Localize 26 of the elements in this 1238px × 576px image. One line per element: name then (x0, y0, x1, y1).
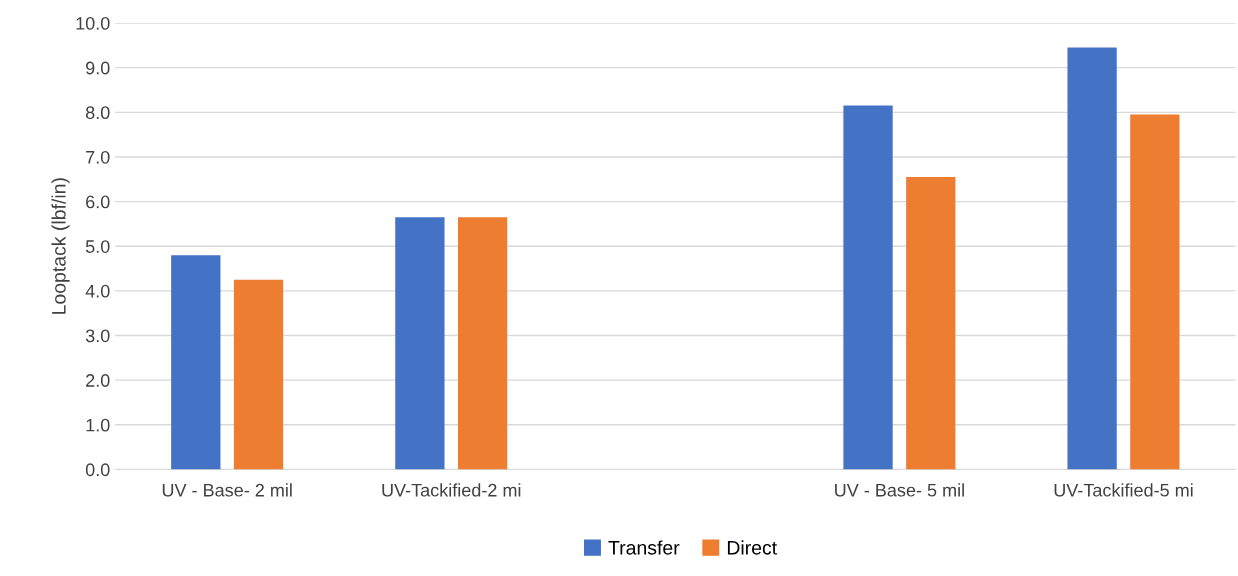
x-tick-label: UV-Tackified-5 mi (1054, 483, 1193, 497)
y-tick-label: 4.0 (85, 284, 110, 298)
bar (171, 255, 221, 470)
y-tick-label: 5.0 (85, 240, 110, 253)
legend-label: Transfer (608, 540, 680, 555)
y-tick-label: 10.0 (76, 16, 110, 30)
bar (1067, 47, 1117, 470)
legend-label: Direct (727, 540, 777, 555)
y-tick-label: 8.0 (85, 106, 110, 120)
bar (457, 217, 508, 470)
bar (843, 105, 893, 470)
y-tick-label: 6.0 (86, 195, 110, 209)
bar (1130, 114, 1180, 470)
y-axis-title: Looptack (lbf/in) (51, 178, 70, 314)
y-tick-label: 9.0 (86, 61, 110, 75)
y-tick-label: 2.0 (86, 374, 110, 387)
bar (395, 217, 445, 470)
y-tick-label: 3.0 (85, 329, 110, 343)
x-tick-label: UV - Base- 5 mil (835, 483, 964, 497)
bar (906, 177, 956, 470)
x-tick-label: UV-Tackified-2 mi (382, 483, 521, 497)
x-tick-label: UV - Base- 2 mil (162, 483, 292, 497)
bar (233, 279, 284, 470)
y-tick-label: 7.0 (86, 150, 110, 164)
y-tick-label: 1.0 (86, 418, 110, 432)
y-tick-label: 0.0 (85, 463, 110, 477)
